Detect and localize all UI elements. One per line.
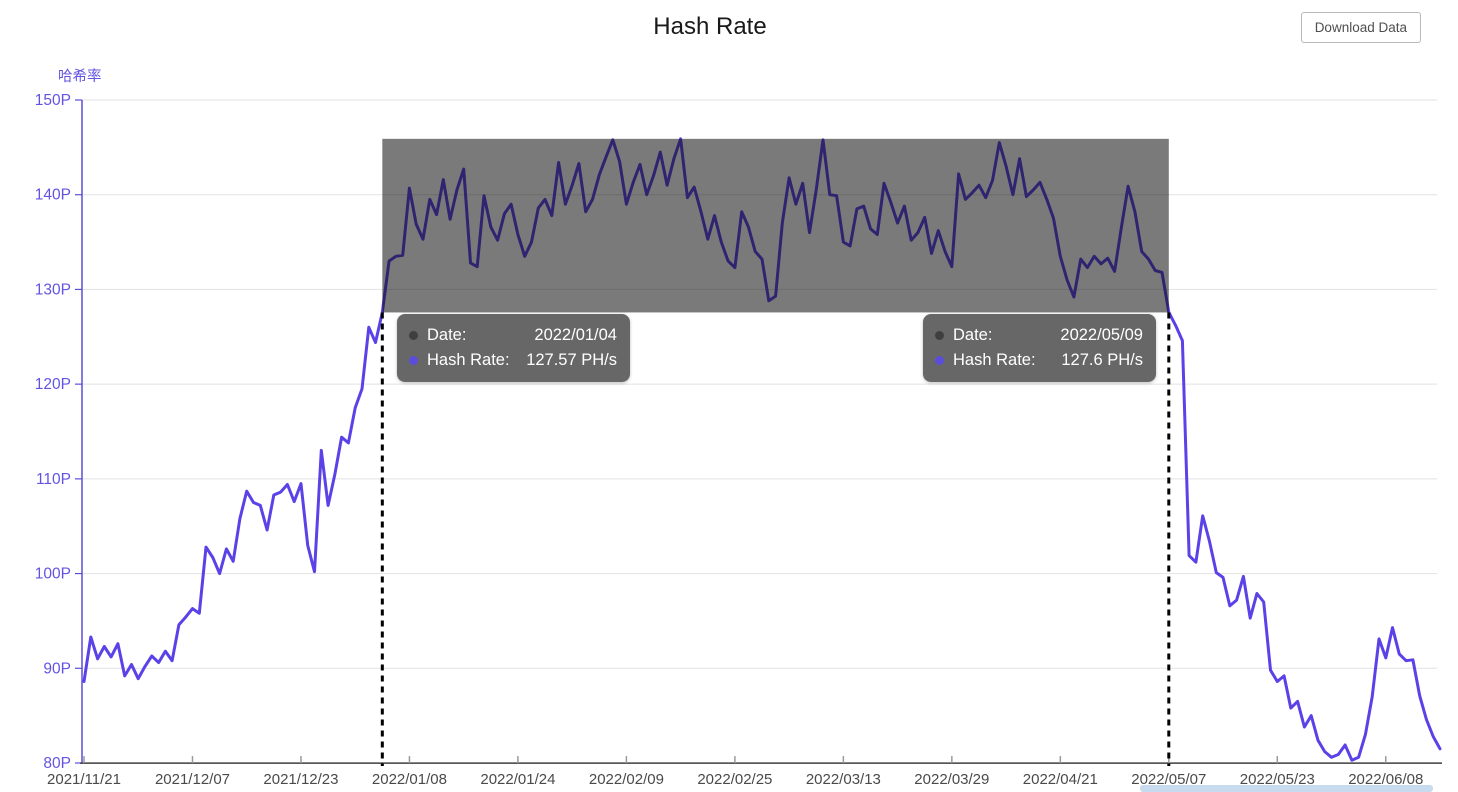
selection-overlay xyxy=(382,138,1169,313)
x-axis-label: 2021/12/23 xyxy=(263,771,338,788)
tooltip-rate-row: Hash Rate: 127.57 PH/s xyxy=(409,348,617,373)
tooltip-date-value: 2022/01/04 xyxy=(534,326,617,344)
selection-end-tooltip: Date: 2022/05/09 Hash Rate: 127.6 PH/s xyxy=(923,314,1156,382)
tooltip-date-row: Date: 2022/01/04 xyxy=(409,323,617,348)
tooltip-date-label: Date: xyxy=(427,326,467,344)
x-axis-label: 2022/02/25 xyxy=(697,771,772,788)
x-axis-label: 2022/05/23 xyxy=(1240,771,1315,788)
y-axis-label: 100P xyxy=(35,566,71,583)
tooltip-rate-row: Hash Rate: 127.6 PH/s xyxy=(935,348,1143,373)
y-axis-label: 140P xyxy=(35,187,71,204)
x-axis-label: 2022/03/29 xyxy=(914,771,989,788)
download-data-button[interactable]: Download Data xyxy=(1300,12,1421,43)
y-axis-label: 150P xyxy=(35,92,71,109)
x-axis-label: 2022/01/08 xyxy=(372,771,447,788)
selection-start-tooltip: Date: 2022/01/04 Hash Rate: 127.57 PH/s xyxy=(397,314,630,382)
tooltip-rate-value: 127.57 PH/s xyxy=(526,351,617,369)
x-axis-label: 2021/11/21 xyxy=(47,771,121,788)
date-bullet-icon xyxy=(409,331,418,340)
tooltip-rate-label: Hash Rate: xyxy=(427,351,510,369)
y-axis-label: 80P xyxy=(43,755,71,772)
date-bullet-icon xyxy=(935,331,944,340)
x-axis-label: 2021/12/07 xyxy=(155,771,230,788)
page-title: Hash Rate xyxy=(653,13,767,40)
x-axis-label: 2022/03/13 xyxy=(806,771,881,788)
hashrate-bullet-icon xyxy=(409,356,418,365)
hashrate-bullet-icon xyxy=(935,356,944,365)
tooltip-rate-value: 127.6 PH/s xyxy=(1061,351,1143,369)
x-axis-label: 2022/01/24 xyxy=(480,771,555,788)
x-axis-label: 2022/05/07 xyxy=(1131,771,1206,788)
horizontal-scrollbar[interactable] xyxy=(1140,785,1433,792)
tooltip-rate-label: Hash Rate: xyxy=(953,351,1036,369)
tooltip-date-value: 2022/05/09 xyxy=(1060,326,1143,344)
y-axis-label: 110P xyxy=(36,471,71,488)
y-axis-title: 哈希率 xyxy=(58,69,102,85)
y-axis-label: 120P xyxy=(35,376,71,393)
y-axis-label: 90P xyxy=(43,660,71,677)
tooltip-date-label: Date: xyxy=(953,326,993,344)
x-axis-label: 2022/06/08 xyxy=(1348,771,1423,788)
y-axis-label: 130P xyxy=(35,281,71,298)
x-axis-label: 2022/02/09 xyxy=(589,771,664,788)
x-axis-label: 2022/04/21 xyxy=(1023,771,1098,788)
tooltip-date-row: Date: 2022/05/09 xyxy=(935,323,1143,348)
